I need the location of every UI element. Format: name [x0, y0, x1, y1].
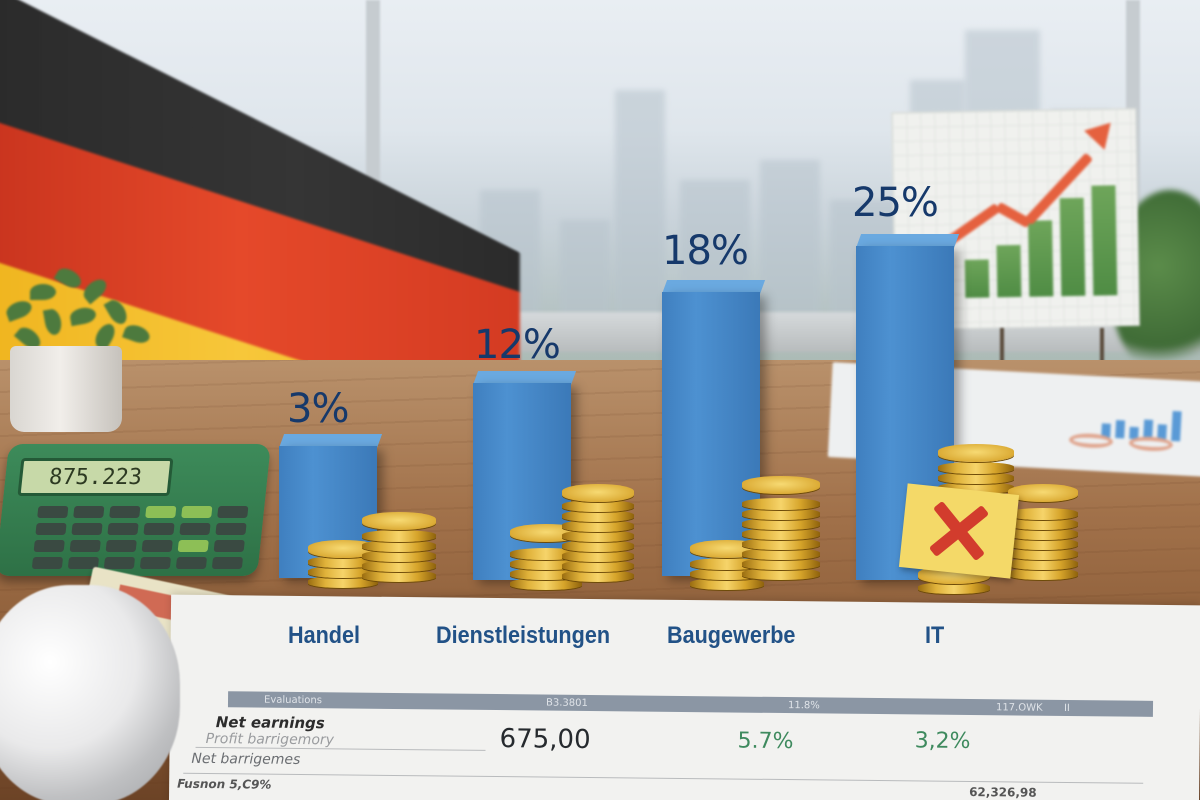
coin-stack: [362, 512, 436, 584]
coin-stack: [938, 444, 1014, 496]
report-header-bar: Evaluations B3.3801 11.8% 117.OWK II: [227, 691, 1154, 717]
category-label-it: IT: [925, 622, 945, 649]
report-header-cell: B3.3801: [545, 697, 588, 709]
net-earnings-pct-b: 3,2%: [914, 728, 971, 754]
report-header-cell: 117.OWK: [995, 701, 1043, 714]
bar-baugewerbe: [662, 280, 766, 576]
plant-pot: [10, 346, 122, 432]
report-header-cell: II: [1063, 702, 1070, 714]
bar-value-handel: 3%: [287, 386, 349, 432]
report-header-cell: 11.8%: [787, 699, 820, 711]
coin-stack: [308, 540, 378, 588]
coin-stack: [742, 476, 820, 582]
report-footer-left: Fusnon 5,C9%: [177, 776, 272, 792]
category-label-baugewerbe: Baugewerbe: [667, 622, 796, 649]
bar-value-dienstleistungen: 12%: [474, 322, 561, 368]
net-earnings-value: 675,00: [499, 724, 591, 756]
row-label-net-barrigemes: Net barrigemes: [191, 750, 301, 768]
bar-value-baugewerbe: 18%: [662, 228, 749, 274]
category-label-handel: Handel: [288, 622, 361, 649]
red-x-icon: [922, 496, 992, 566]
net-earnings-pct-a: 5.7%: [737, 728, 794, 755]
report-footer-right: 62,326,98: [969, 784, 1037, 800]
bar-value-it: 25%: [852, 180, 939, 226]
crumpled-paper: [0, 585, 180, 800]
bar-dienstleistungen: [473, 371, 577, 580]
report-header-cell: Evaluations: [263, 694, 323, 706]
category-label-dienstleistungen: Dienstleistungen: [436, 622, 611, 649]
row-sublabel: Profit barrigemory: [205, 730, 335, 749]
coin-stack: [1008, 484, 1078, 582]
sticky-note: [898, 483, 1020, 579]
potted-plant-leaves: [0, 262, 166, 362]
row-label-net-earnings: Net earnings: [215, 713, 325, 733]
coin-stack: [562, 484, 634, 584]
